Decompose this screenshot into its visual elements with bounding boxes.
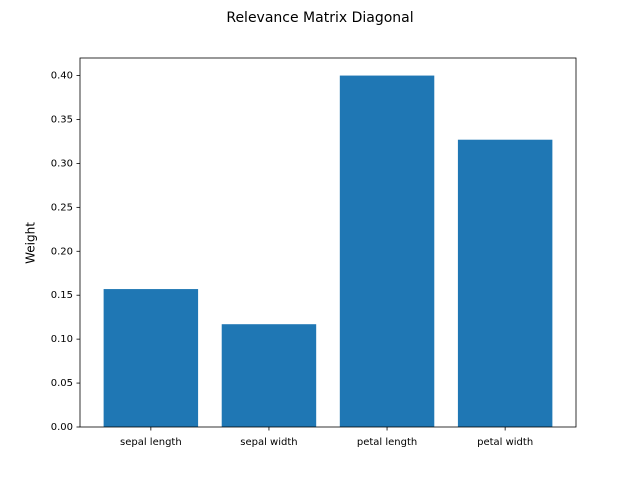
bar xyxy=(457,139,553,427)
y-tick-label: 0.15 xyxy=(51,290,73,301)
y-tick-label: 0.00 xyxy=(51,422,73,433)
bar xyxy=(339,75,435,428)
y-tick-label: 0.30 xyxy=(51,158,73,169)
bar xyxy=(221,324,317,427)
y-axis-label: Weight xyxy=(24,222,38,264)
x-tick-label: petal width xyxy=(477,437,533,448)
y-tick-label: 0.40 xyxy=(51,71,73,82)
y-tick-label: 0.35 xyxy=(51,115,73,126)
x-tick-label: sepal length xyxy=(120,437,182,448)
x-tick-label: sepal width xyxy=(240,437,297,448)
plot-frame xyxy=(79,57,577,428)
y-tick-label: 0.20 xyxy=(51,246,73,257)
y-tick-label: 0.25 xyxy=(51,202,73,213)
chart-title: Relevance Matrix Diagonal xyxy=(226,10,413,26)
y-tick-label: 0.05 xyxy=(51,378,73,389)
x-tick-label: petal length xyxy=(357,437,417,448)
bar xyxy=(103,289,199,427)
y-tick-label: 0.10 xyxy=(51,334,73,345)
